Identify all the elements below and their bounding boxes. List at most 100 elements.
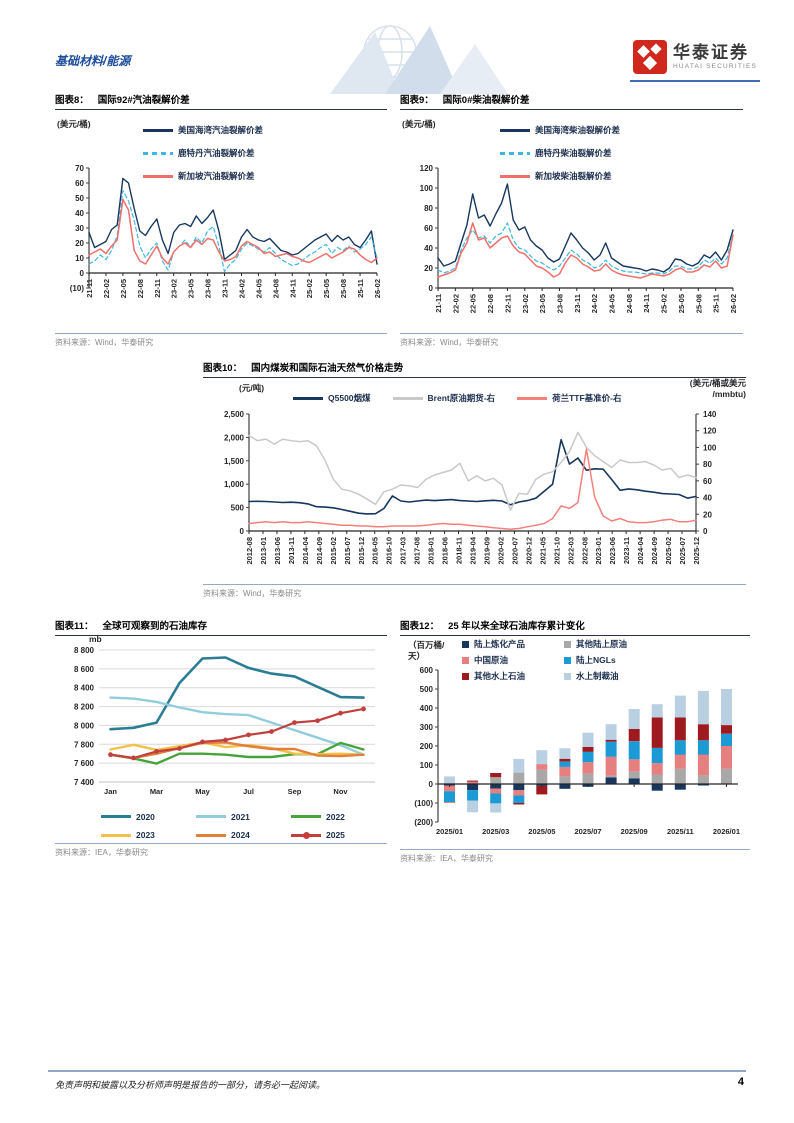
svg-text:(200): (200): [414, 818, 433, 827]
legend-swatch: [462, 656, 469, 664]
figure-number: 图表11：: [55, 621, 94, 632]
legend-swatch: [564, 672, 571, 680]
legend-label: Q5500烟煤: [328, 393, 371, 403]
legend-item: 鹿特丹汽油裂解价差: [143, 147, 263, 159]
svg-text:2025/07: 2025/07: [574, 827, 601, 836]
svg-text:24-08: 24-08: [271, 279, 280, 298]
legend-label: 其他陆上原油: [576, 639, 628, 649]
svg-text:2021-05: 2021-05: [538, 537, 547, 565]
footer-disclaimer: 免责声明和披露以及分析师声明是报告的一部分，请务必一起阅读。: [55, 1080, 326, 1090]
legend-item: 荷兰TTF基准价-右: [517, 392, 621, 404]
legend-item: 陆上炼化产品: [462, 638, 564, 650]
brand-name-en: HUATAI SECURITIES: [673, 62, 758, 70]
svg-text:2014-04: 2014-04: [301, 536, 310, 564]
svg-text:80: 80: [703, 460, 712, 469]
figure-9: 图表9： 国际0#柴油裂解价差 (美元/桶) 美国海湾柴油裂解价差 鹿特丹柴油裂解…: [400, 92, 743, 348]
svg-text:8 400: 8 400: [74, 684, 95, 693]
svg-text:2022-08: 2022-08: [580, 537, 589, 565]
svg-text:40: 40: [703, 494, 712, 503]
svg-text:0: 0: [240, 527, 245, 536]
svg-text:2,000: 2,000: [224, 433, 245, 442]
chart-canvas-fig12: 600 500 400 300 200 100 0 (100) (200)2025/01 2025…: [414, 666, 740, 836]
svg-text:2023-11: 2023-11: [622, 537, 631, 564]
svg-text:20: 20: [424, 264, 433, 273]
legend-item: 2023: [101, 829, 196, 843]
y-axis-unit: (美元/桶): [402, 119, 436, 129]
svg-text:120: 120: [420, 164, 434, 173]
svg-text:Sep: Sep: [288, 787, 302, 796]
svg-text:2020-12: 2020-12: [524, 537, 533, 565]
svg-text:7 600: 7 600: [74, 759, 95, 768]
legend-swatch: [293, 396, 323, 400]
y-axis-unit: (美元/桶): [57, 119, 91, 129]
legend-swatch: [500, 174, 530, 178]
chart-canvas-fig8: 70 60 50 40 30 20 10 0 (10) 21-11 22-02 22-05 22-08 2…: [70, 164, 382, 298]
svg-text:2025-12: 2025-12: [692, 537, 701, 565]
legend-swatch: [291, 831, 321, 839]
figure-number: 图表12：: [400, 621, 440, 632]
svg-text:7 800: 7 800: [74, 740, 95, 749]
legend-label: 2021: [231, 811, 250, 822]
svg-text:300: 300: [420, 723, 434, 732]
figure-title-text: 国际0#柴油裂解价差: [442, 95, 530, 106]
svg-text:60: 60: [424, 224, 433, 233]
svg-text:2022-03: 2022-03: [566, 537, 575, 565]
legend-swatch: [101, 815, 131, 819]
svg-text:2017-03: 2017-03: [399, 537, 408, 565]
svg-text:2016-05: 2016-05: [371, 537, 380, 565]
legend-item: 2022: [291, 810, 386, 824]
svg-text:2015-07: 2015-07: [343, 537, 352, 565]
svg-text:2019-04: 2019-04: [469, 536, 478, 564]
svg-text:Jan: Jan: [104, 787, 117, 796]
svg-text:500: 500: [231, 504, 245, 513]
legend-item: 陆上NGLs: [564, 654, 684, 666]
figure-title-text: 全球可观察到的石油库存: [102, 621, 208, 632]
svg-text:23-08: 23-08: [555, 294, 564, 313]
svg-text:2025-07: 2025-07: [678, 537, 687, 565]
svg-text:24-02: 24-02: [237, 279, 246, 298]
legend-item: 鹿特丹柴油裂解价差: [500, 147, 620, 159]
svg-text:24-02: 24-02: [590, 294, 599, 313]
svg-text:2025/05: 2025/05: [528, 827, 555, 836]
globe-watermark: [330, 25, 508, 94]
svg-text:May: May: [195, 787, 210, 796]
legend-swatch: [101, 833, 131, 837]
figure-number: 图表10：: [203, 363, 243, 374]
svg-text:2012-08: 2012-08: [245, 537, 254, 565]
svg-text:2025/11: 2025/11: [667, 827, 694, 836]
svg-text:24-08: 24-08: [625, 294, 634, 313]
svg-text:26-02: 26-02: [373, 279, 382, 298]
svg-text:60: 60: [75, 179, 84, 188]
legend-label: 鹿特丹柴油裂解价差: [535, 148, 612, 158]
footer-rule: [48, 1070, 746, 1072]
svg-text:24-11: 24-11: [642, 294, 651, 313]
legend-swatch: [143, 151, 173, 155]
y-axis-unit-right: (美元/桶或美元 /mmbtu): [689, 378, 746, 399]
svg-text:30: 30: [75, 224, 84, 233]
svg-text:500: 500: [420, 685, 434, 694]
svg-text:2025/01: 2025/01: [436, 827, 463, 836]
header-rule: [630, 80, 760, 82]
chart-canvas-fig9: 120 100 80 60 40 20 021-11 22-02 22-05 22-08 22-11…: [420, 164, 738, 313]
figure-11: 图表11： 全球可观察到的石油库存 mb 8 800 8 600 8 400 8 20…: [55, 618, 387, 858]
figure-title: 图表12： 25 年以来全球石油库存累计变化: [400, 618, 750, 636]
legend-item: 2021: [196, 810, 291, 824]
figure-12: 图表12： 25 年以来全球石油库存累计变化 （百万桶/ 天） 陆上炼化产品 其他…: [400, 618, 750, 864]
svg-text:26-02: 26-02: [729, 294, 738, 313]
svg-text:25-11: 25-11: [356, 279, 365, 298]
svg-text:0: 0: [429, 780, 434, 789]
svg-text:2016-10: 2016-10: [385, 537, 394, 565]
chart-canvas-fig11: 8 800 8 600 8 400 8 200 8 000 7 800 7 600 7 400…: [74, 646, 375, 796]
svg-text:8 000: 8 000: [74, 721, 95, 730]
svg-text:24-11: 24-11: [288, 279, 297, 298]
svg-text:(100): (100): [414, 799, 433, 808]
svg-text:40: 40: [424, 244, 433, 253]
svg-text:2019-09: 2019-09: [482, 537, 491, 565]
svg-text:23-11: 23-11: [221, 279, 230, 298]
legend-item: 其他陆上原油: [564, 638, 684, 650]
legend-label: 2025: [326, 830, 345, 841]
svg-text:2024-09: 2024-09: [650, 537, 659, 565]
legend-label: Brent原油期货-右: [427, 393, 496, 403]
svg-text:50: 50: [75, 194, 84, 203]
